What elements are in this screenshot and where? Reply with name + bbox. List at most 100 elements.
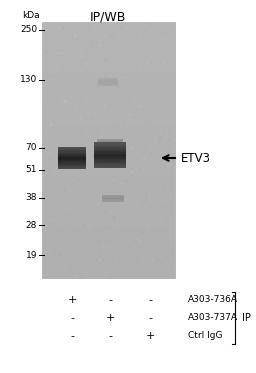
Bar [94,150,126,151]
Text: 51: 51 [26,166,37,175]
Bar [94,146,126,147]
Bar [42,107,175,116]
Bar [94,142,126,143]
Text: 38: 38 [26,194,37,203]
Bar [42,261,175,269]
Bar [42,201,175,210]
Text: kDa: kDa [22,11,40,20]
Bar [58,155,86,156]
Bar [42,167,175,176]
Bar [42,150,175,159]
Bar [42,48,175,56]
Bar [42,82,175,90]
Bar [42,125,175,133]
Bar [97,143,123,144]
Text: -: - [148,295,152,305]
Bar [42,269,175,278]
Bar [94,165,126,167]
Bar [42,133,175,141]
Bar [94,154,126,155]
Bar [58,160,86,161]
Bar [42,56,175,65]
Text: -: - [148,313,152,323]
Bar [42,184,175,193]
Bar [42,90,175,99]
Bar [97,140,123,141]
Bar [98,84,118,85]
Bar [42,253,175,261]
Bar [98,85,118,86]
Bar [58,161,86,162]
Bar [58,150,86,151]
Text: 19: 19 [26,251,37,260]
Text: -: - [70,313,74,323]
Bar [42,235,175,244]
Bar [58,156,86,157]
Bar [58,162,86,163]
Text: 130: 130 [20,75,37,85]
Bar [98,80,118,81]
Bar [42,193,175,201]
Text: 250: 250 [20,25,37,34]
Bar [42,244,175,253]
Bar [94,156,126,158]
Bar [97,141,123,142]
Bar [58,166,86,167]
Bar [42,141,175,150]
Text: +: + [145,331,155,341]
Bar [94,155,126,156]
Bar [94,159,126,160]
Bar [58,158,86,159]
Bar [98,82,118,83]
Bar [58,159,86,160]
Bar [58,154,86,155]
Bar [42,31,175,39]
Bar [98,83,118,84]
Bar [94,153,126,154]
Bar [42,159,175,167]
Text: A303-736A: A303-736A [188,295,238,304]
Text: A303-737A: A303-737A [188,313,238,323]
Bar [42,227,175,235]
Text: 28: 28 [26,220,37,229]
Bar [42,65,175,73]
Bar [97,145,123,146]
Bar [58,163,86,164]
Text: -: - [108,295,112,305]
Bar [42,73,175,82]
Bar [98,78,118,79]
Bar [58,164,86,166]
Bar [94,160,126,162]
Bar [58,147,86,148]
Bar [94,145,126,146]
Bar [97,146,123,147]
Text: +: + [105,313,115,323]
Bar [42,210,175,218]
Bar [58,167,86,168]
Bar [94,158,126,159]
Text: IP: IP [242,313,251,323]
Bar [58,168,86,169]
Bar [42,99,175,107]
Bar [94,143,126,145]
Bar [97,142,123,143]
Bar [42,116,175,125]
Bar [58,157,86,158]
Text: -: - [108,331,112,341]
Bar [94,167,126,168]
Bar [98,81,118,82]
Text: +: + [67,295,77,305]
Bar [94,163,126,164]
Text: 70: 70 [26,144,37,153]
Bar [94,148,126,150]
Bar [94,162,126,163]
Bar [94,147,126,148]
Bar [58,151,86,153]
Bar [58,149,86,150]
Text: ETV3: ETV3 [181,151,211,164]
Bar [42,176,175,184]
Bar [97,144,123,145]
Bar [58,153,86,154]
Text: -: - [70,331,74,341]
Text: IP/WB: IP/WB [90,11,126,24]
